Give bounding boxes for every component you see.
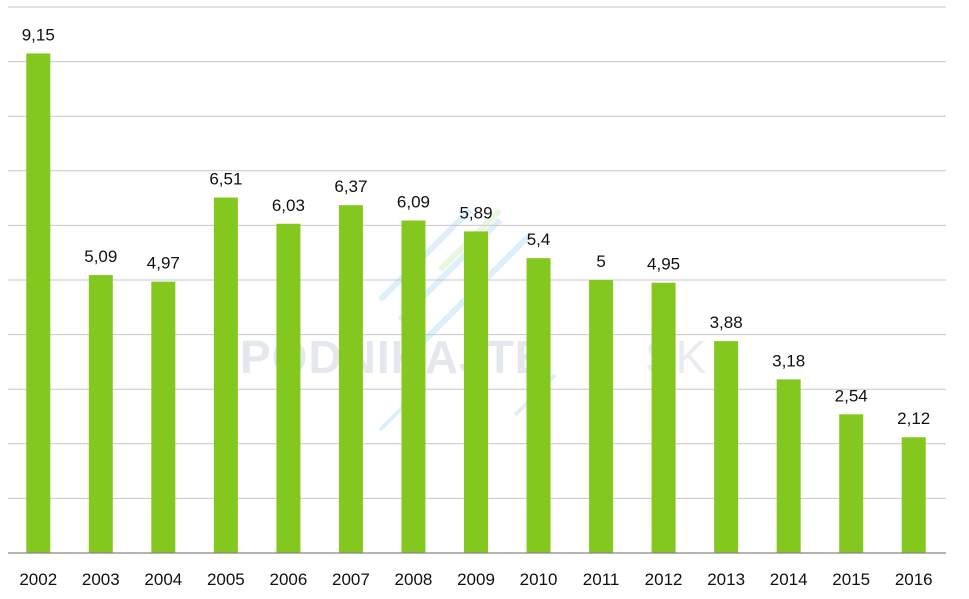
bar-2016 (901, 437, 926, 553)
bar-2009 (464, 231, 488, 553)
x-tick-labels: 2002 2003 2004 2005 2006 2007 2008 2009 2010 2011… (19, 570, 932, 589)
data-label-2007: 6,37 (334, 177, 367, 196)
bar-2014 (776, 379, 801, 553)
x-tick-label-2008: 2008 (395, 570, 433, 589)
data-label-2011: 5 (596, 252, 605, 271)
data-label-2002: 9,15 (22, 25, 55, 44)
x-tick-label-2013: 2013 (707, 570, 745, 589)
bar-2011 (589, 280, 614, 553)
bar-2005 (213, 197, 238, 553)
x-tick-label-2007: 2007 (332, 570, 370, 589)
x-tick-label-2002: 2002 (19, 570, 57, 589)
bar-2002 (26, 53, 51, 553)
data-label-2006: 6,03 (272, 196, 305, 215)
data-label-2008: 6,09 (397, 192, 430, 211)
x-tick-label-2006: 2006 (269, 570, 307, 589)
x-tick-label-2010: 2010 (520, 570, 558, 589)
bar-2010 (526, 258, 551, 553)
bar-2012 (651, 282, 676, 553)
bars (26, 53, 926, 553)
data-label-2014: 3,18 (772, 351, 805, 370)
data-label-2016: 2,12 (897, 409, 930, 428)
bar-2006 (276, 223, 301, 553)
bar-2013 (714, 341, 739, 553)
x-tick-label-2016: 2016 (895, 570, 933, 589)
data-label-2004: 4,97 (147, 254, 180, 273)
data-labels: 9,15 5,09 4,97 6,51 6,03 6,37 6,09 5,89 5,4 5 4,95… (22, 25, 931, 428)
x-tick-label-2015: 2015 (832, 570, 870, 589)
data-label-2013: 3,88 (710, 313, 743, 332)
bar-2015 (839, 414, 864, 553)
bar-2003 (88, 275, 113, 553)
data-label-2015: 2,54 (835, 386, 868, 405)
x-tick-label-2014: 2014 (770, 570, 808, 589)
x-tick-label-2009: 2009 (457, 570, 495, 589)
data-label-2012: 4,95 (647, 255, 680, 274)
bar-2008 (401, 220, 426, 553)
bar-2007 (338, 205, 363, 553)
data-label-2005: 6,51 (209, 170, 242, 189)
data-label-2003: 5,09 (84, 247, 117, 266)
x-tick-label-2012: 2012 (645, 570, 683, 589)
x-tick-label-2005: 2005 (207, 570, 245, 589)
data-label-2009: 5,89 (459, 203, 492, 222)
x-tick-label-2011: 2011 (583, 570, 620, 589)
bar-2004 (151, 281, 176, 553)
x-tick-label-2003: 2003 (82, 570, 120, 589)
x-tick-label-2004: 2004 (144, 570, 182, 589)
data-label-2010: 5,4 (527, 230, 551, 249)
